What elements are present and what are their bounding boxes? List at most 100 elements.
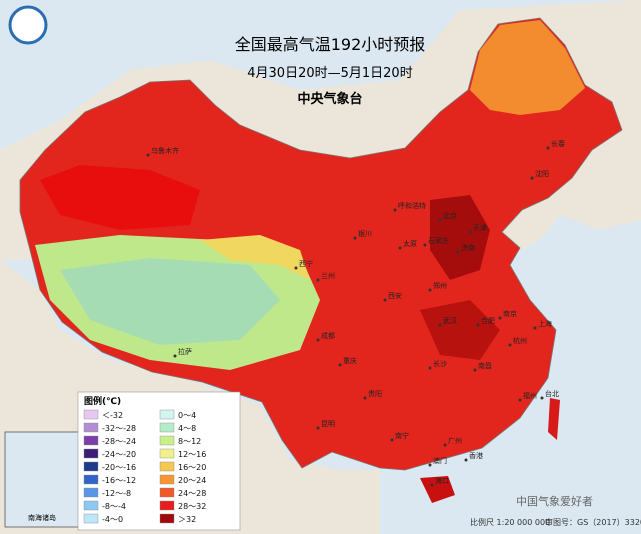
city-dot — [464, 458, 468, 462]
city-label: 郑州 — [433, 282, 447, 290]
legend-swatch — [83, 513, 99, 524]
city-label: 济南 — [461, 243, 475, 252]
legend-label: -24～-20 — [102, 450, 136, 459]
city-dot — [316, 426, 320, 430]
city-label: 银川 — [358, 229, 372, 238]
legend-swatch — [159, 435, 175, 446]
city-dot — [393, 208, 397, 212]
temperature-zone — [60, 258, 280, 345]
city-label: 呼和浩特 — [398, 201, 426, 210]
legend-title: 图例(℃) — [84, 395, 121, 407]
city-label: 合肥 — [481, 316, 495, 325]
logo — [8, 5, 48, 45]
legend-label: -20～-16 — [102, 463, 136, 472]
city-dot — [316, 278, 320, 282]
city-dot — [468, 230, 472, 234]
city-label: 广州 — [448, 436, 462, 445]
city-label: 武汉 — [443, 316, 457, 325]
temperature-zone — [470, 20, 585, 115]
city-label: 长沙 — [433, 359, 447, 368]
source: 中央气象台 — [297, 91, 362, 107]
temperature-zone — [420, 300, 500, 360]
city-dot — [353, 236, 357, 240]
city-dot — [363, 396, 367, 400]
city-label: 天津 — [473, 224, 487, 232]
legend-swatch — [83, 474, 99, 485]
city-dot — [438, 323, 442, 327]
temperature-zone — [200, 235, 310, 280]
city-dot — [508, 343, 512, 347]
legend-swatch — [83, 409, 99, 420]
legend-swatch — [159, 448, 175, 459]
legend-swatch — [83, 435, 99, 446]
city-dot — [428, 463, 432, 467]
city-dot — [546, 146, 550, 150]
legend-label: -12～-8 — [102, 489, 131, 498]
city-dot — [423, 243, 427, 247]
approval: 审图号：GS（2017）3320号 — [545, 517, 641, 527]
city-label: 香港 — [469, 451, 483, 460]
legend-label: 16～20 — [178, 463, 206, 472]
scale: 比例尺 1:20 000 000 — [470, 517, 550, 527]
city-dot — [473, 368, 477, 372]
inset-label: 南海诸岛 — [28, 513, 56, 522]
city-label: 福州 — [523, 391, 537, 400]
city-dot — [533, 326, 537, 330]
city-label: 兰州 — [321, 271, 335, 280]
city-label: 海口 — [435, 476, 449, 485]
city-dot — [428, 366, 432, 370]
city-label: 石家庄 — [428, 236, 449, 245]
city-dot — [476, 323, 480, 327]
city-dot — [430, 483, 434, 487]
legend-swatch — [159, 487, 175, 498]
legend-label: ＜-32 — [102, 411, 123, 420]
city-label: 澳门 — [433, 456, 447, 465]
city-dot — [443, 443, 447, 447]
legend-label: ＞32 — [178, 515, 196, 524]
city-label: 昆明 — [321, 420, 335, 428]
legend-label: -8～-4 — [102, 502, 126, 511]
city-label: 乌鲁木齐 — [151, 146, 179, 155]
legend-label: 0～4 — [178, 411, 196, 420]
legend-label: 12～16 — [178, 450, 206, 459]
legend-label: 20～24 — [178, 476, 206, 485]
city-label: 沈阳 — [535, 169, 549, 178]
city-dot — [428, 288, 432, 292]
title: 全国最高气温192小时预报 — [235, 35, 426, 54]
city-label: 北京 — [443, 211, 457, 220]
legend-label: -4～0 — [102, 515, 123, 524]
legend-swatch — [159, 422, 175, 433]
taiwan — [548, 398, 560, 440]
legend-label: 4～8 — [178, 424, 196, 433]
legend-swatch — [83, 448, 99, 459]
watermark: 中国气象爱好者 — [516, 494, 593, 508]
legend-swatch — [83, 487, 99, 498]
legend-label: -28～-24 — [102, 437, 136, 446]
legend-swatch — [159, 461, 175, 472]
temperature-zone — [40, 165, 200, 230]
city-dot — [530, 176, 534, 180]
legend-swatch — [83, 500, 99, 511]
city-dot — [518, 398, 522, 402]
legend-swatch — [159, 474, 175, 485]
legend-label: -16～-12 — [102, 476, 136, 485]
city-dot — [390, 438, 394, 442]
city-dot — [338, 363, 342, 367]
city-dot — [316, 338, 320, 342]
legend-label: 8～12 — [178, 437, 201, 446]
city-label: 成都 — [321, 331, 335, 340]
city-dot — [146, 153, 150, 157]
legend-label: 24～28 — [178, 489, 206, 498]
city-label: 拉萨 — [178, 347, 192, 356]
legend-swatch — [83, 461, 99, 472]
legend-swatch — [83, 422, 99, 433]
legend-swatch — [159, 409, 175, 420]
legend-box — [77, 391, 241, 531]
temperature-zone — [430, 195, 490, 280]
legend-label: 28～32 — [178, 502, 206, 511]
city-label: 西宁 — [299, 259, 313, 268]
city-dot — [498, 316, 502, 320]
city-label: 南昌 — [478, 361, 492, 370]
inset-box — [4, 431, 81, 528]
city-dot — [456, 250, 460, 254]
